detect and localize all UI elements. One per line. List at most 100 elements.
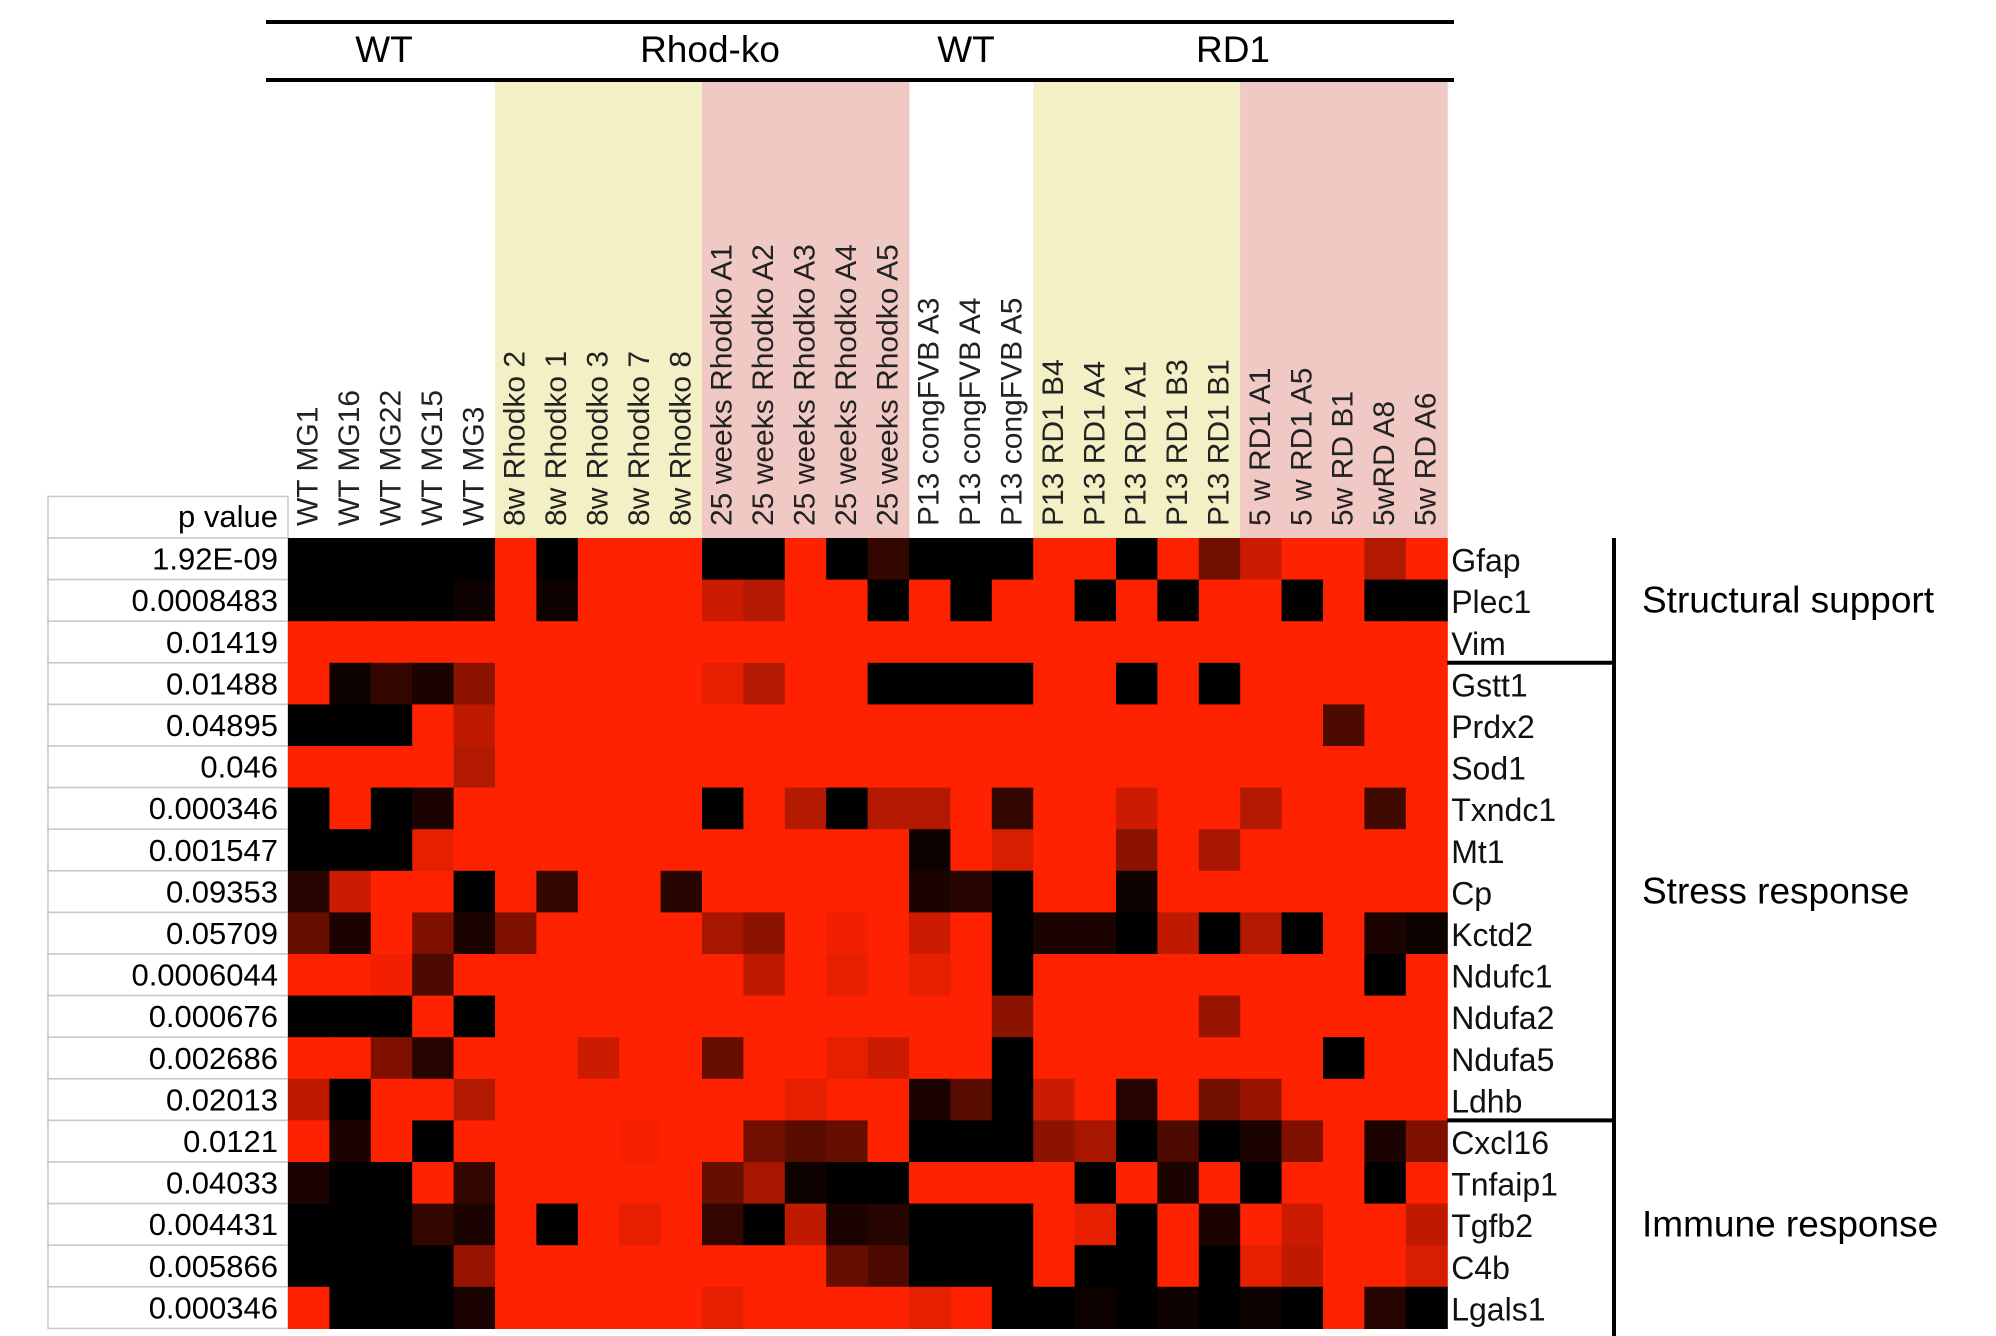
heatmap-cell [1405, 787, 1448, 830]
heatmap-cell [1116, 1120, 1158, 1163]
heatmap-cell [619, 621, 662, 664]
heatmap-cell [702, 1120, 744, 1163]
heatmap-cell [329, 870, 372, 913]
pvalue-label: 0.0121 [183, 1124, 278, 1159]
heatmap-cell [1405, 704, 1448, 747]
heatmap-cell [577, 1078, 620, 1121]
heatmap-cell [743, 1120, 786, 1163]
column-shade [1323, 80, 1365, 538]
column-shade [1240, 80, 1283, 538]
heatmap-cell [950, 746, 993, 789]
heatmap-cell [453, 870, 496, 913]
heatmap-cell [867, 1078, 910, 1121]
heatmap-cell [577, 1245, 620, 1288]
column-shade [702, 80, 744, 538]
pvalue-cell [47, 1036, 289, 1080]
heatmap-cell [991, 870, 1034, 913]
heatmap-cell [1364, 621, 1407, 664]
heatmap-cell [536, 954, 579, 997]
heatmap-cell [288, 954, 330, 997]
heatmap-cell [1281, 829, 1324, 872]
pvalue-label: 0.002686 [149, 1041, 278, 1076]
heatmap-cell [1157, 787, 1200, 830]
heatmap-cell [453, 1078, 496, 1121]
heatmap-cell [1116, 1078, 1158, 1121]
heatmap-cell [784, 538, 827, 581]
heatmap-cell [1074, 538, 1117, 581]
heatmap-cell [329, 787, 372, 830]
column-label: 5w RD B1 [1327, 391, 1360, 526]
heatmap-cell [412, 787, 455, 830]
heatmap-cell [1364, 746, 1407, 789]
gene-label: Mt1 [1451, 834, 1504, 870]
heatmap-cell [867, 1162, 910, 1205]
column-label: P13 RD1 B1 [1203, 359, 1236, 526]
heatmap-cell [702, 954, 744, 997]
heatmap-cell [1157, 954, 1200, 997]
heatmap-cell [909, 746, 951, 789]
pvalue-cell [47, 1202, 289, 1246]
heatmap-cell [702, 870, 744, 913]
pvalue-label: 0.004431 [149, 1207, 278, 1242]
heatmap-cell [784, 870, 827, 913]
heatmap-cell [1116, 1286, 1158, 1329]
pvalue-label: 0.046 [200, 750, 278, 785]
heatmap-cell [991, 746, 1034, 789]
heatmap-cell [1405, 1120, 1448, 1163]
heatmap-cell [867, 1203, 910, 1246]
heatmap-cell [329, 704, 372, 747]
heatmap-cell [577, 870, 620, 913]
heatmap-cell [1281, 995, 1324, 1038]
heatmap-cell [991, 1245, 1034, 1288]
column-label: 8w Rhodko 3 [582, 351, 615, 526]
heatmap-cell [536, 662, 579, 705]
column-label: P13 RD1 A4 [1078, 361, 1111, 526]
heatmap-cell [950, 1203, 993, 1246]
heatmap-cell [1281, 579, 1324, 622]
heatmap-cell [950, 912, 993, 955]
group-header: WT Rhod-ko WT RD1 [266, 20, 1454, 82]
heatmap-cell [660, 538, 703, 581]
column-label: 8w Rhodko 8 [664, 351, 697, 526]
heatmap-cell [1157, 870, 1200, 913]
gene-label: Sod1 [1451, 751, 1526, 787]
heatmap-cell [1240, 787, 1283, 830]
heatmap-cell [329, 538, 372, 581]
heatmap-cell [1364, 1245, 1407, 1288]
heatmap-cell [1364, 1203, 1407, 1246]
heatmap-cell [1240, 704, 1283, 747]
pvalue-cell [47, 994, 289, 1038]
heatmap-cell [743, 704, 786, 747]
heatmap-cell [412, 912, 455, 955]
heatmap-cell [1074, 579, 1117, 622]
heatmap-cell [1405, 1203, 1448, 1246]
heatmap-cell [660, 579, 703, 622]
pvalue-cell [47, 911, 289, 955]
heatmap-cell [950, 954, 993, 997]
heatmap-cell [370, 1162, 413, 1205]
heatmap-cell [536, 1203, 579, 1246]
heatmap-cell [909, 662, 951, 705]
column-shade [743, 80, 786, 538]
heatmap-cell [1323, 1286, 1365, 1329]
heatmap-cell [784, 787, 827, 830]
heatmap-cell [1198, 538, 1241, 581]
heatmap-cell [867, 662, 910, 705]
heatmap-cell [1323, 1162, 1365, 1205]
heatmap-cell [1323, 1078, 1365, 1121]
heatmap-cell [1074, 1162, 1117, 1205]
pvalue-cell [47, 1286, 289, 1330]
heatmap-cell [660, 1037, 703, 1080]
heatmap-cell [867, 1120, 910, 1163]
heatmap-cell [1405, 870, 1448, 913]
heatmap-cell [495, 538, 537, 581]
gene-label: Ndufc1 [1451, 959, 1552, 995]
column-label: 8w Rhodko 2 [499, 351, 532, 526]
heatmap-cell [909, 912, 951, 955]
heatmap-cell [1281, 1078, 1324, 1121]
heatmap-cell [1033, 1120, 1076, 1163]
heatmap-cell [577, 662, 620, 705]
heatmap-cell [495, 746, 537, 789]
pvalue-cell [47, 1161, 289, 1205]
